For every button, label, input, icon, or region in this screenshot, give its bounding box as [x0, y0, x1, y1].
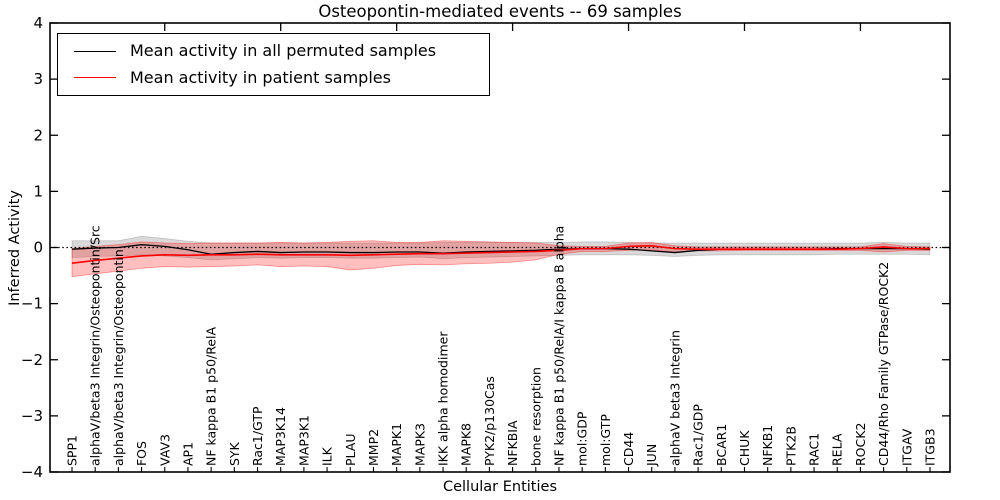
chart-title: Osteopontin-mediated events -- 69 sample… — [318, 2, 682, 21]
y-tick-label: −4 — [21, 463, 43, 481]
category-label: MAPK3 — [412, 423, 427, 466]
category-label: JUN — [644, 444, 659, 467]
category-label: Rac1/GDP — [691, 404, 706, 466]
legend-label-permuted: Mean activity in all permuted samples — [130, 41, 437, 61]
category-label: PYK2/p130Cas — [482, 376, 497, 466]
legend-item-patient: Mean activity in patient samples — [58, 69, 489, 87]
category-label: PLAU — [343, 434, 358, 467]
category-label: NFKB1 — [760, 425, 775, 466]
y-tick-label: 4 — [33, 14, 43, 32]
category-label: VAV3 — [157, 434, 172, 466]
legend-line-sample-permuted — [74, 50, 116, 52]
category-label: SPP1 — [65, 435, 80, 466]
category-label: CD44 — [621, 432, 636, 466]
category-label: mol:GTP — [598, 414, 613, 466]
category-label: SYK — [227, 441, 242, 466]
category-label: MAPK8 — [459, 423, 474, 466]
legend-item-permuted: Mean activity in all permuted samples — [58, 42, 489, 60]
category-label: AP1 — [180, 442, 195, 466]
category-label: MMP2 — [366, 429, 381, 466]
y-tick-label: 2 — [33, 126, 43, 144]
category-label: CHUK — [737, 430, 752, 466]
category-label: ILK — [320, 446, 335, 466]
category-label: alphaV/beta3 Integrin/Osteopontin/Src — [88, 225, 103, 466]
mean-line-patient — [71, 245, 930, 265]
category-label: MAPK1 — [389, 423, 404, 466]
y-tick-label: 3 — [33, 70, 43, 88]
category-label: Rac1/GTP — [250, 406, 265, 466]
y-tick-label: −3 — [21, 407, 43, 425]
category-label: BCAR1 — [714, 424, 729, 466]
y-tick-label: −2 — [21, 351, 43, 369]
category-label: RAC1 — [807, 433, 822, 466]
category-label: NF kappa B1 p50/RelA — [204, 326, 219, 466]
category-label: RELA — [830, 433, 845, 466]
category-label: FOS — [134, 441, 149, 466]
legend-label-patient: Mean activity in patient samples — [130, 67, 391, 87]
category-label: NF kappa B1 p50/RelA/I kappa B alpha — [551, 226, 566, 466]
category-label: ROCK2 — [853, 423, 868, 466]
category-label: alphaV beta3 Integrin — [667, 330, 682, 466]
category-label: ITGB3 — [923, 428, 938, 466]
category-label: NFKBIA — [505, 420, 520, 466]
category-label: PTK2B — [783, 426, 798, 466]
category-label: CD44/Rho Family GTPase/ROCK2 — [876, 262, 891, 466]
category-label: IKK alpha homodimer — [436, 331, 451, 466]
legend-line-sample-patient — [74, 77, 116, 79]
legend: Mean activity in all permuted samples Me… — [57, 33, 490, 96]
category-label: ITGAV — [899, 428, 914, 466]
y-tick-label: 0 — [33, 239, 43, 257]
category-label: bone resorption — [528, 367, 543, 466]
y-tick-label: 1 — [33, 182, 43, 200]
category-label: MAP3K14 — [273, 407, 288, 466]
y-tick-label: −1 — [21, 295, 43, 313]
category-label: mol:GDP — [575, 411, 590, 466]
category-label: alphaV/beta3 Integrin/Osteopontin — [111, 249, 126, 466]
category-label: MAP3K1 — [296, 415, 311, 466]
x-axis-label: Cellular Entities — [442, 479, 558, 495]
